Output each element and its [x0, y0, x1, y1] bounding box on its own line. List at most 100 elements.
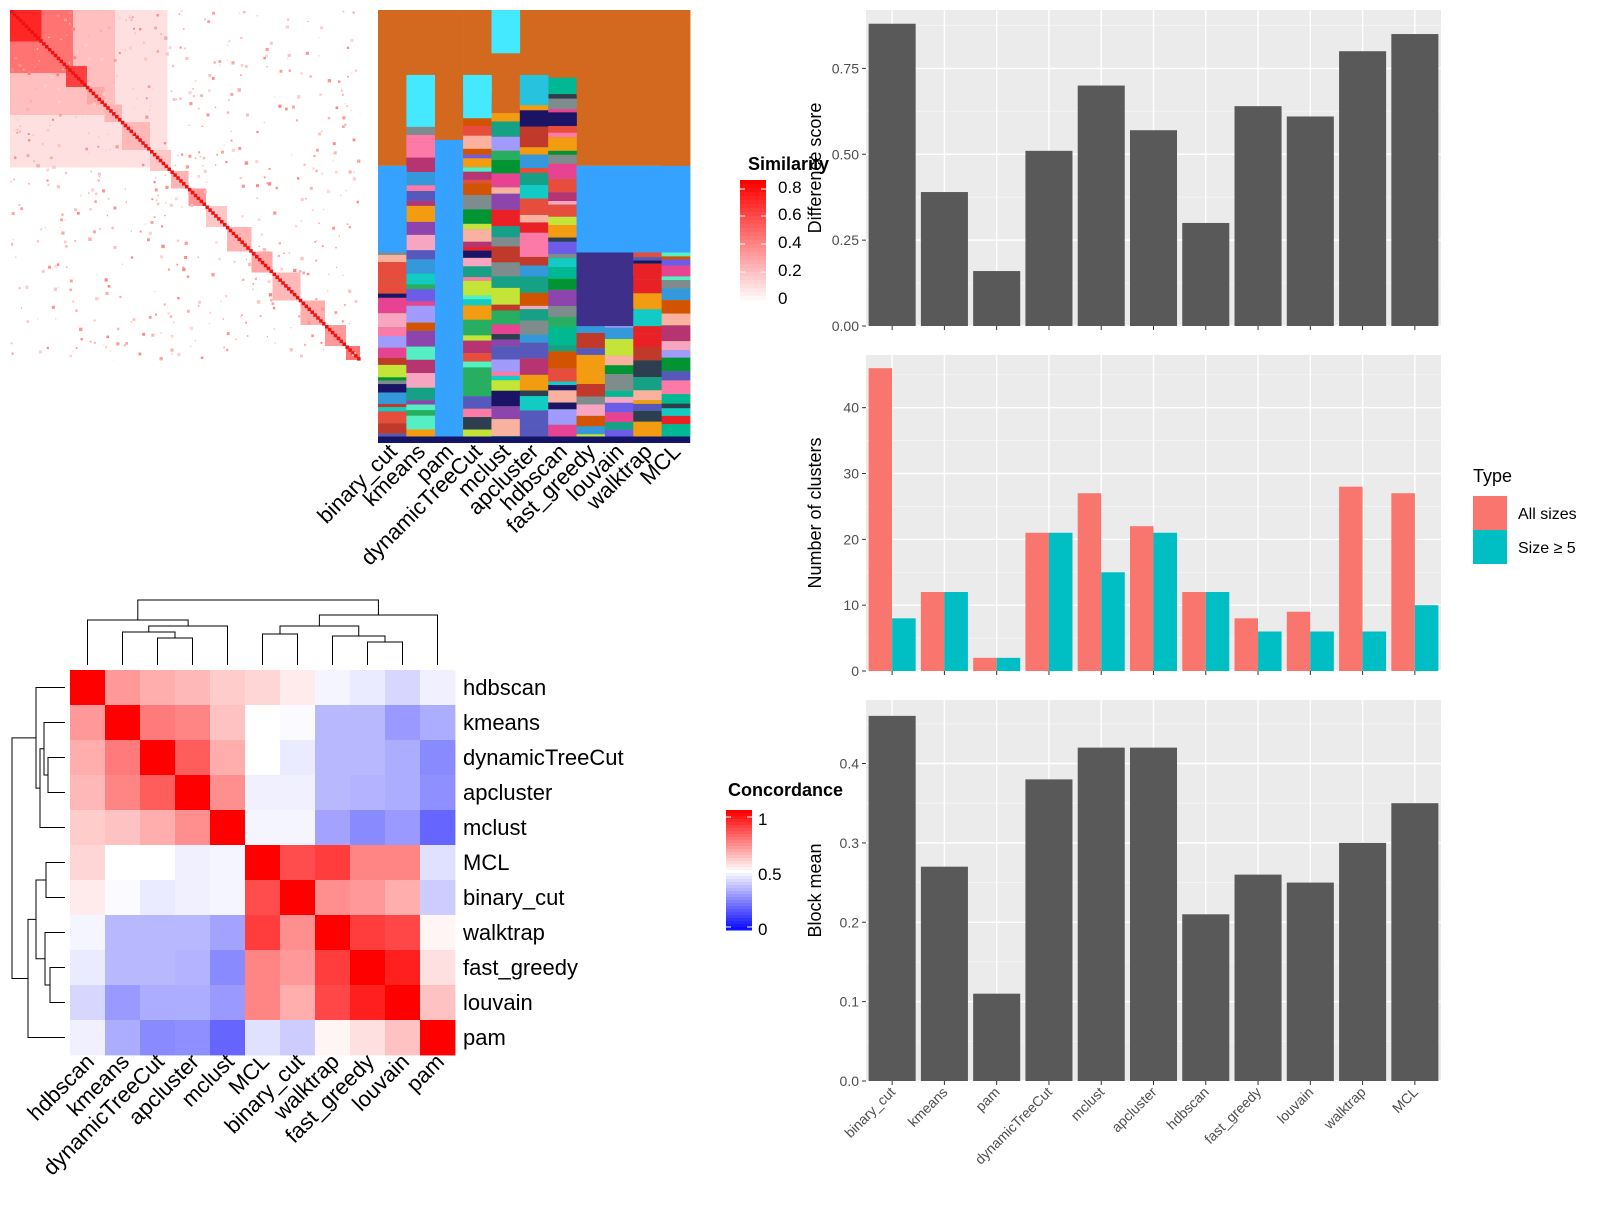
cluster-cell — [548, 316, 577, 328]
cluster-cell — [491, 334, 521, 340]
similarity-cell — [178, 13, 181, 15]
bar — [973, 993, 1021, 1081]
similarity-cell — [81, 113, 83, 115]
similarity-cell — [182, 266, 184, 268]
cluster-cell — [576, 354, 606, 371]
similarity-cell — [252, 283, 255, 285]
cluster-cell — [661, 415, 691, 425]
similarity-cell — [103, 344, 105, 346]
bar — [1182, 222, 1230, 326]
concordance-cell — [140, 775, 176, 811]
similarity-cell — [318, 222, 320, 225]
similarity-cell — [256, 197, 258, 199]
cluster-cell — [548, 201, 577, 205]
similarity-diagonal-cell — [225, 225, 230, 230]
concordance-cell — [245, 670, 281, 706]
similarity-cell — [164, 215, 166, 217]
concordance-cell — [315, 915, 351, 951]
similarity-cell — [181, 153, 184, 156]
cluster-cell — [378, 347, 407, 358]
similarity-cell — [61, 68, 64, 71]
similarity-cell — [285, 107, 288, 111]
similarity-cell — [80, 338, 83, 341]
similarity-cell — [290, 327, 292, 329]
concordance-cell — [245, 950, 281, 986]
similarity-cell — [295, 224, 298, 228]
similarity-cell — [182, 267, 186, 272]
x-tick-label: kmeans — [905, 1084, 951, 1130]
concordance-cell — [350, 705, 386, 741]
legend-swatch-size-ge5 — [1473, 530, 1507, 564]
similarity-cell — [149, 109, 151, 111]
cluster-cell — [378, 364, 407, 378]
concordance-cell — [350, 740, 386, 776]
similarity-cell — [256, 15, 258, 17]
similarity-diagonal-cell — [336, 336, 341, 341]
cluster-cell — [406, 415, 436, 430]
similarity-diagonal-cell — [155, 155, 160, 160]
similarity-cell — [20, 207, 24, 211]
cluster-cell — [406, 400, 436, 405]
similarity-cell — [351, 72, 353, 74]
similarity-cell — [160, 332, 162, 334]
similarity-cell — [262, 247, 267, 252]
similarity-cell — [53, 112, 55, 114]
similarity-diagonal-cell — [97, 97, 102, 102]
similarity-diagonal-cell — [33, 33, 37, 37]
cluster-cell — [661, 424, 691, 439]
dendrogram-branch — [27, 918, 65, 1038]
similarity-diagonal-cell — [109, 109, 113, 113]
cluster-cell — [491, 324, 521, 335]
concordance-cell — [210, 810, 246, 846]
cluster-cell — [406, 289, 436, 302]
similarity-diagonal-cell — [36, 36, 40, 40]
block-mean-chart: 0.0 0.1 0.2 0.3 0.4 Block mean binary_cut kmean… — [805, 700, 1441, 1167]
similarity-cell — [124, 49, 127, 51]
similarity-cell — [66, 34, 68, 36]
cluster-cell — [406, 190, 436, 201]
concordance-legend-gradient-step — [726, 858, 752, 862]
similarity-cell — [69, 279, 73, 283]
cluster-cell — [378, 293, 407, 298]
similarity-cell — [186, 275, 190, 278]
similarity-diagonal-cell — [21, 21, 26, 26]
concordance-cell — [350, 670, 386, 706]
cluster-cell — [491, 276, 521, 288]
similarity-diagonal-cell — [342, 342, 347, 347]
similarity-cell — [15, 256, 17, 258]
cluster-cell — [548, 125, 577, 133]
similarity-cell — [156, 202, 160, 206]
bar — [1339, 842, 1387, 1081]
similarity-cell — [274, 96, 276, 98]
similarity-diagonal-cell — [220, 220, 224, 224]
cluster-cell — [491, 390, 521, 407]
cluster-cell — [378, 357, 407, 365]
similarity-cell — [101, 189, 106, 193]
cluster-cell — [633, 10, 662, 140]
similarity-cell — [97, 179, 100, 182]
similarity-cell — [154, 313, 157, 316]
concordance-legend-gradient-step — [726, 855, 752, 859]
similarity-cell — [43, 84, 47, 88]
concordance-row-label: dynamicTreeCut — [463, 745, 624, 770]
concordance-cell — [385, 1020, 421, 1056]
similarity-cell — [189, 326, 194, 331]
similarity-cell — [241, 314, 243, 316]
cluster-cell — [406, 259, 436, 274]
similarity-cell — [105, 346, 108, 349]
similarity-cell — [89, 207, 92, 211]
similarity-cell — [172, 321, 175, 324]
similarity-legend-gradient-step — [740, 188, 766, 193]
similarity-cell — [154, 26, 157, 30]
similarity-cell — [61, 213, 64, 216]
similarity-cell — [208, 74, 212, 78]
cluster-cell — [519, 309, 549, 321]
similarity-diagonal-cell — [193, 193, 198, 198]
concordance-cell — [140, 705, 176, 741]
concordance-cell — [210, 1020, 246, 1056]
similarity-cell — [155, 199, 158, 202]
similarity-cell — [119, 295, 122, 299]
bar — [1077, 747, 1125, 1081]
concordance-cell — [175, 880, 211, 916]
